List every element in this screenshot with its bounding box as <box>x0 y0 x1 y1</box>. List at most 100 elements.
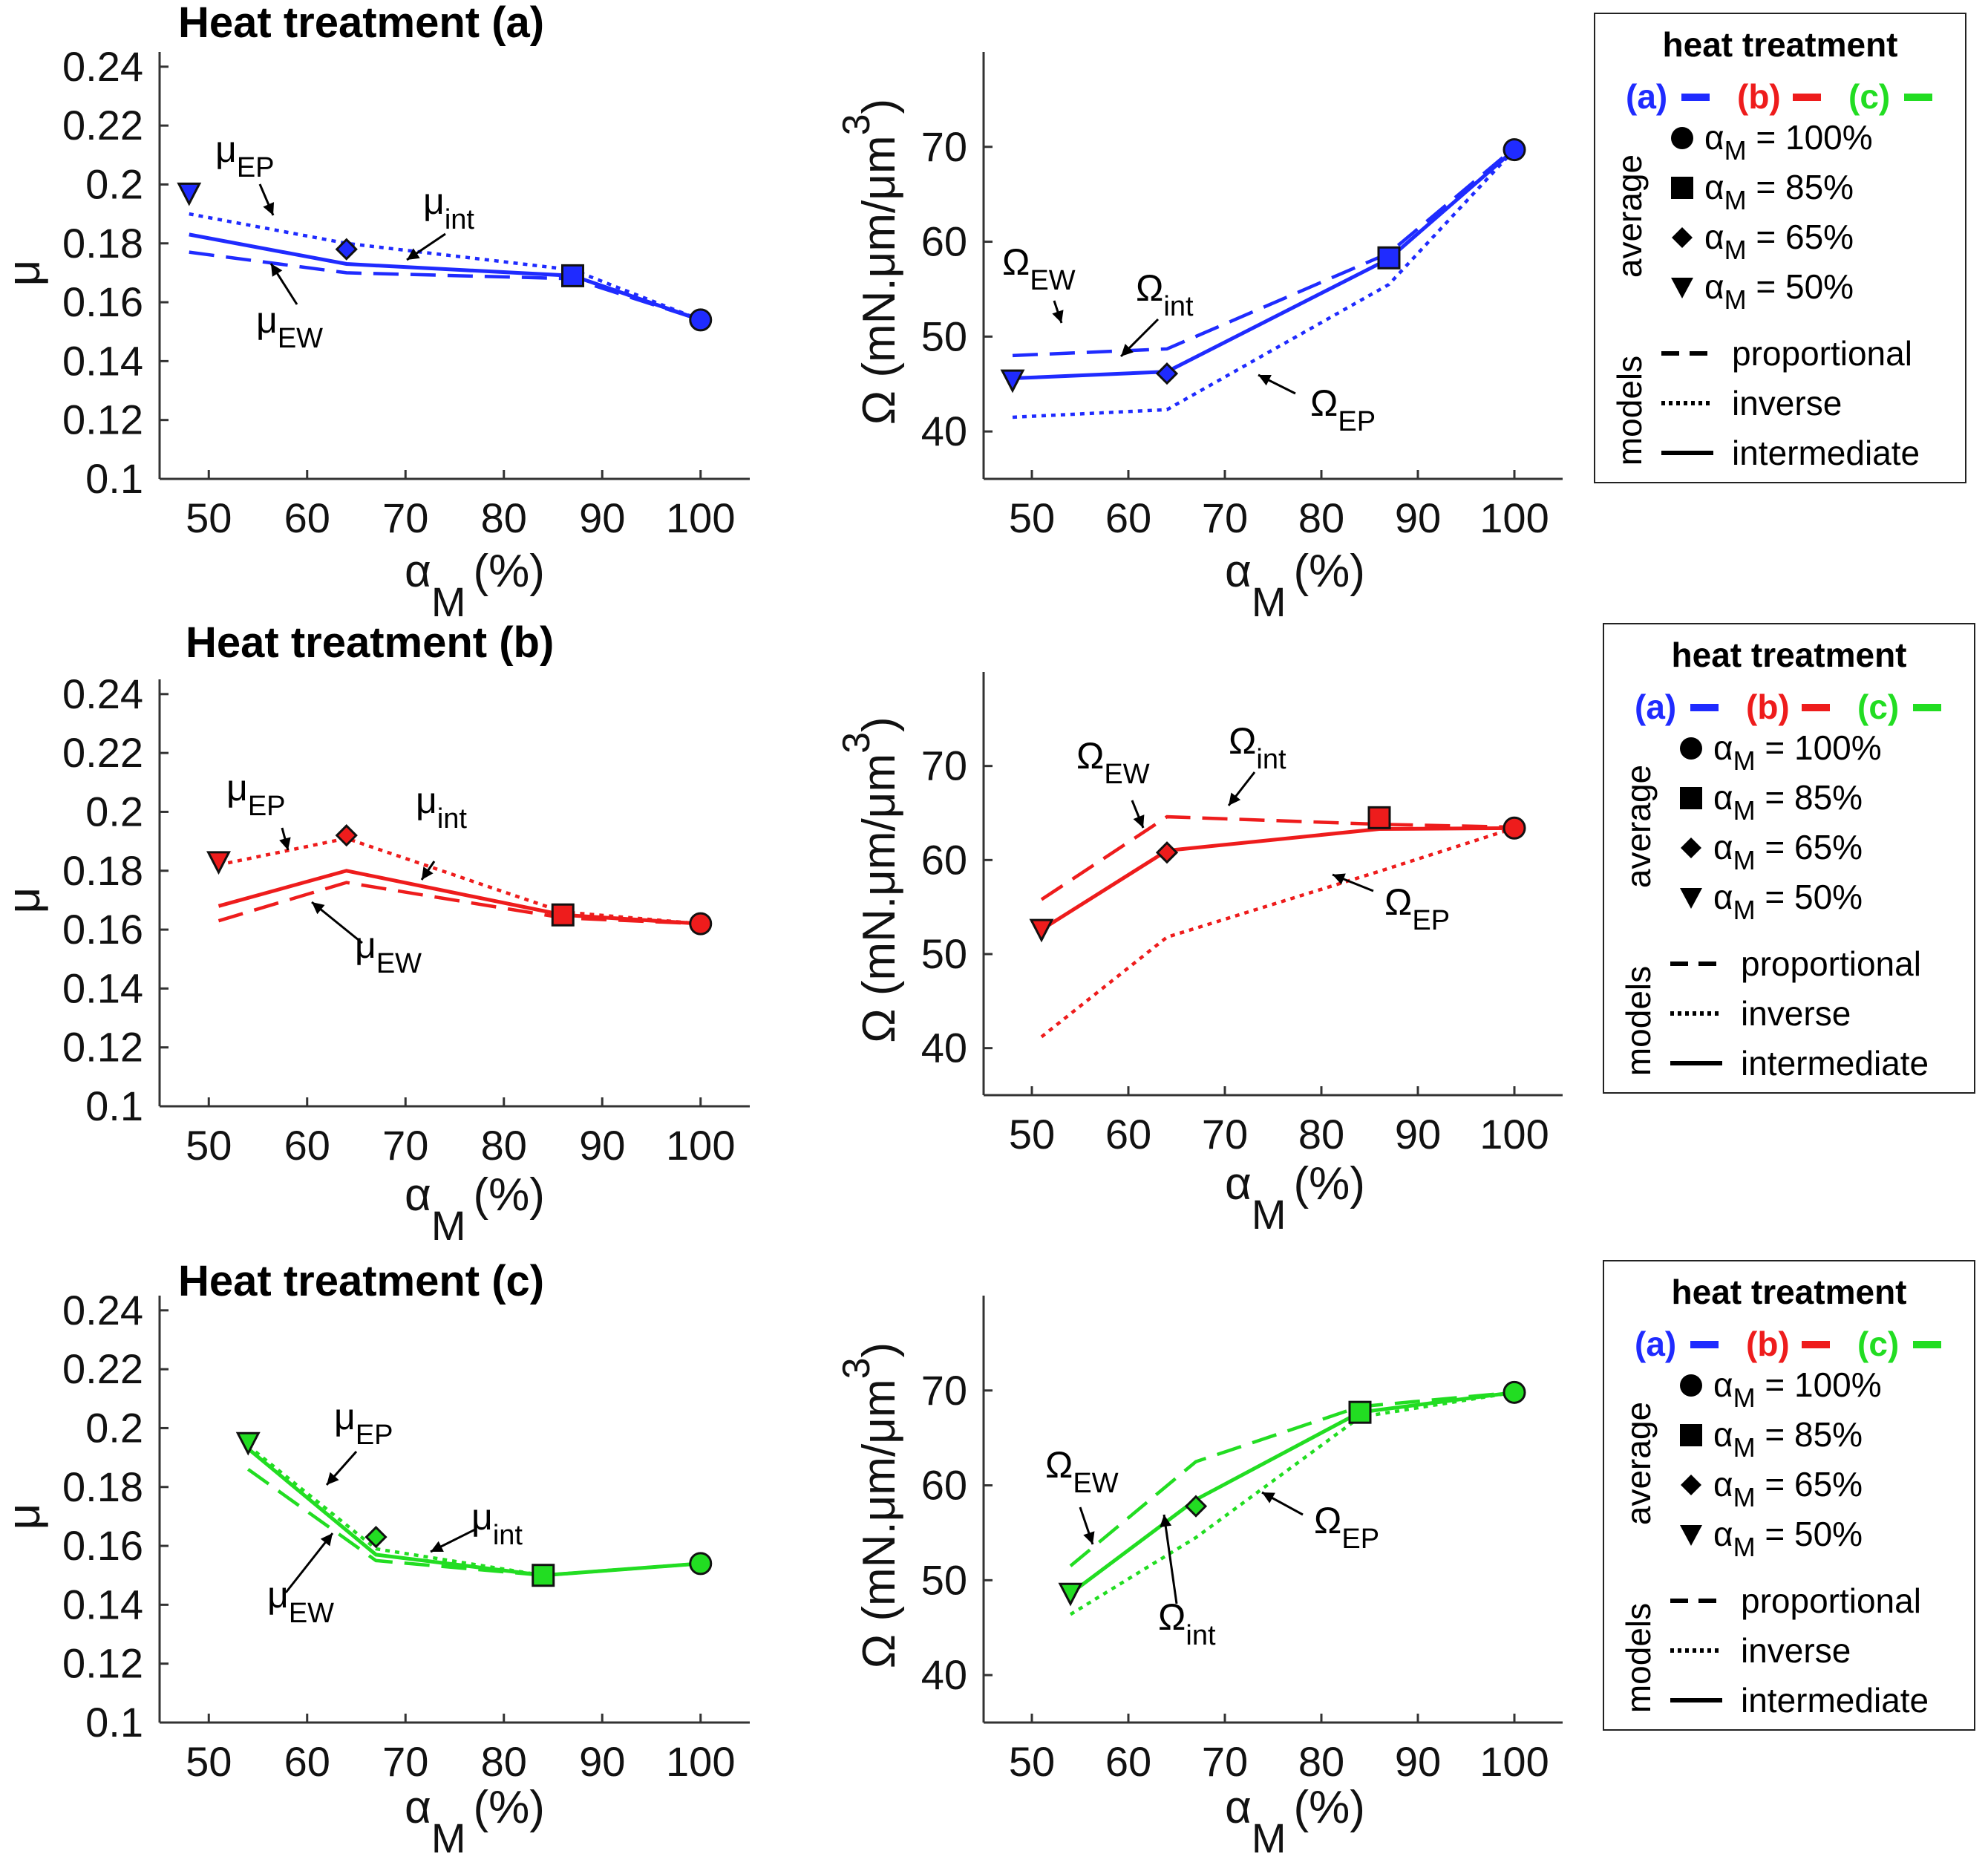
y-label-main: Ω (mN.μm/μm <box>854 1379 905 1668</box>
legend-models-label: models <box>1619 1603 1658 1713</box>
y-tick-label: 70 <box>921 742 967 789</box>
x-axis-label: αM(%) <box>1225 546 1365 625</box>
legend-treatment-swatch <box>1690 704 1719 711</box>
legend-average-label: average <box>1619 765 1658 888</box>
annotation-sub: int <box>493 1520 523 1551</box>
annotation-arrowhead <box>1052 310 1064 323</box>
x-tick-label: 60 <box>284 494 330 541</box>
x-tick-label: 70 <box>1202 1738 1248 1785</box>
legend-treatment-label: (c) <box>1857 688 1899 726</box>
legend-entry-base: α <box>1713 728 1733 767</box>
annotation-sub: EW <box>278 323 323 354</box>
legend-treatment-label: (c) <box>1848 77 1890 116</box>
x-tick-label: 60 <box>1105 1111 1151 1158</box>
y-tick-label: 40 <box>921 1651 967 1698</box>
legend-entry-base: α <box>1713 1515 1733 1553</box>
annotation-sub: int <box>1186 1620 1216 1651</box>
legend-treatment-label: (a) <box>1635 1325 1676 1363</box>
annotation-arrowhead <box>1333 873 1346 885</box>
annotation-sub: EP <box>356 1420 393 1451</box>
marker-square <box>561 264 584 287</box>
annotation-base: μ <box>226 767 248 809</box>
annotation-base: μ <box>355 924 376 966</box>
panel-mu-a: 50 60 70 80 90 100 0.1 0.12 0.14 0.16 0.18 0.2 0.22 0… <box>0 0 750 625</box>
marker-diamond <box>1155 841 1179 864</box>
legend-treatment-swatch <box>1793 94 1821 101</box>
legend-symbol-square <box>1680 787 1702 809</box>
y-axis-label: Ω (mN.μm/μm3) <box>835 1342 905 1668</box>
series-inverse-line <box>1069 1391 1515 1616</box>
y-tick-label: 50 <box>921 1556 967 1603</box>
legend-model-label: inverse <box>1741 1631 1851 1670</box>
legend-symbol-square <box>1671 177 1693 199</box>
annotation-base: Ω <box>1158 1596 1186 1638</box>
annotation-arrowhead <box>1121 344 1134 356</box>
legend-entry-base: α <box>1713 778 1733 817</box>
annotation-base: μ <box>256 299 278 341</box>
y-axis-label: Ω (mN.μm/μm3) <box>835 99 905 425</box>
legend-symbol-square <box>1680 1424 1702 1446</box>
legend-symbol-circle <box>1680 737 1702 760</box>
x-tick-label: 70 <box>382 494 428 541</box>
legend-entry-sub: M <box>1724 185 1747 215</box>
legend-box <box>1603 1260 1975 1731</box>
legend-average-entry: αM = 100% <box>1704 118 1873 166</box>
legend-model-label: inverse <box>1741 994 1851 1033</box>
series-intermediate-line <box>1069 1390 1515 1596</box>
series-intermediate-line <box>218 869 701 926</box>
y-tick-label: 40 <box>921 408 967 454</box>
legend-average-entry: αM = 85% <box>1713 1415 1863 1463</box>
x-label-sub: M <box>431 578 466 625</box>
series-intermediate-line <box>1012 148 1516 381</box>
legend-average-entry: αM = 85% <box>1713 778 1863 826</box>
annotation-label: Ωint <box>1158 1596 1216 1651</box>
x-tick-label: 70 <box>382 1738 428 1785</box>
y-tick-label: 60 <box>921 1462 967 1509</box>
x-label-unit: (%) <box>1294 1158 1365 1209</box>
annotation-base: μ <box>215 128 237 170</box>
legend-average-entry: αM = 100% <box>1713 1365 1882 1413</box>
y-tick-label: 0.12 <box>62 1640 143 1687</box>
marker-square <box>1367 806 1391 829</box>
annotation-base: Ω <box>1314 1500 1341 1541</box>
x-label-unit: (%) <box>474 1782 545 1833</box>
series-intermediate-line <box>1040 826 1515 932</box>
annotation-sub: int <box>445 204 475 235</box>
annotation-label: ΩEW <box>1076 735 1150 790</box>
x-tick-label: 80 <box>481 1738 527 1785</box>
x-label-base: α <box>1225 546 1252 597</box>
annotation-arrow <box>284 1532 334 1593</box>
x-tick-label: 50 <box>186 1122 232 1169</box>
marker-circle <box>689 308 713 332</box>
legend-average-entry: αM = 65% <box>1704 218 1854 265</box>
annotation-arrowhead <box>320 1533 333 1547</box>
x-label-unit: (%) <box>1294 546 1365 597</box>
legend-treatment-label: (a) <box>1626 77 1667 116</box>
annotation-sub: int <box>1256 744 1286 775</box>
y-tick-label: 50 <box>921 313 967 359</box>
x-label-base: α <box>1225 1782 1252 1833</box>
series-proportional-line <box>1012 146 1516 358</box>
annotation-base: μ <box>423 180 445 222</box>
marker-circle <box>1503 816 1526 840</box>
x-label-unit: (%) <box>474 546 545 597</box>
legend-model-label: proportional <box>1741 944 1921 983</box>
chart-title: Heat treatment (c) <box>178 1257 544 1305</box>
y-tick-label: 0.14 <box>62 1581 143 1627</box>
annotation-base: μ <box>267 1574 289 1616</box>
legend-entry-rest: = 50% <box>1747 267 1854 306</box>
chart-title: Heat treatment (b) <box>186 618 554 667</box>
annotation-label: ΩEW <box>1045 1444 1119 1499</box>
y-tick-label: 0.18 <box>62 847 143 894</box>
y-label-main: Ω (mN.μm/μm <box>854 135 905 425</box>
x-tick-label: 50 <box>186 494 232 541</box>
y-tick-label: 0.1 <box>85 455 143 502</box>
x-tick-label: 90 <box>1395 1111 1441 1158</box>
x-label-base: α <box>405 1782 431 1833</box>
series-intermediate-line <box>246 1447 701 1578</box>
x-label-base: α <box>1225 1158 1252 1209</box>
legend-entry-rest: = 100% <box>1756 1365 1882 1404</box>
legend-treatment-swatch <box>1913 704 1941 711</box>
